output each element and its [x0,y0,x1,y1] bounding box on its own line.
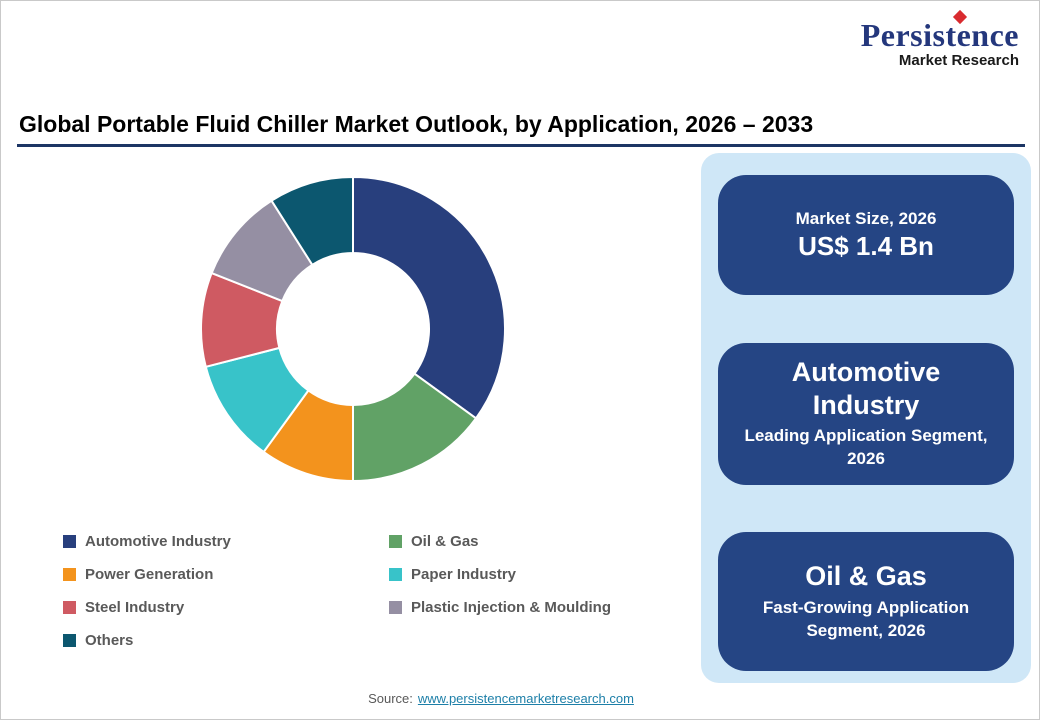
legend-swatch-icon [63,601,76,614]
legend-column-2: Oil & Gas Paper Industry Plastic Injection… [389,525,611,657]
legend-label: Others [85,632,134,649]
legend-label: Oil & Gas [411,533,479,550]
legend-item-others: Others [63,624,389,657]
highlights-panel: Market Size, 2026 US$ 1.4 Bn Automotive … [701,153,1031,683]
legend-label: Power Generation [85,566,214,583]
donut-segment-automotive-industry [352,176,506,420]
market-size-card: Market Size, 2026 US$ 1.4 Bn [718,175,1014,295]
donut-chart [200,176,506,482]
legend-item-steel-industry: Steel Industry [63,591,389,624]
logo-subtitle: Market Research [898,52,1019,69]
source-label: Source: [368,691,413,706]
donut-segment-others [270,176,354,266]
legend-swatch-icon [63,535,76,548]
legend-swatch-icon [389,535,402,548]
legend-swatch-icon [389,601,402,614]
legend-item-paper-industry: Paper Industry [389,558,611,591]
legend-label: Automotive Industry [85,533,231,550]
pmr-logo: Persistence Market Research [860,9,1019,69]
leading-segment-title: Automotive Industry [791,357,941,420]
legend-item-oil-gas: Oil & Gas [389,525,611,558]
leading-segment-card: Automotive Industry Leading Application … [718,342,1014,485]
legend-label: Paper Industry [411,566,517,583]
logo-wordmark: Persistence [860,17,1019,53]
legend-swatch-icon [63,634,76,647]
fast-growing-segment-card: Oil & Gas Fast-Growing Application Segme… [718,532,1014,671]
source-line: Source: www.persistencemarketresearch.com [1,691,1001,706]
title-underline [17,144,1025,147]
market-size-value: US$ 1.4 Bn [798,230,934,261]
legend-item-power-generation: Power Generation [63,558,389,591]
chart-legend: Automotive Industry Power Generation Steel… [63,525,683,657]
legend-label: Plastic Injection & Moulding [411,599,612,616]
source-link[interactable]: www.persistencemarketresearch.com [417,691,634,706]
fast-growing-segment-subtitle: Fast-Growing Application Segment, 2026 [762,597,970,640]
legend-swatch-icon [63,568,76,581]
legend-item-automotive-industry: Automotive Industry [63,525,389,558]
fast-growing-segment-title: Oil & Gas [805,561,927,592]
leading-segment-subtitle: Leading Application Segment, 2026 [744,425,988,468]
market-size-label: Market Size, 2026 [795,208,937,228]
legend-label: Steel Industry [85,599,185,616]
page-title: Global Portable Fluid Chiller Market Out… [19,111,814,137]
legend-item-plastic-injection-moulding: Plastic Injection & Moulding [389,591,611,624]
legend-swatch-icon [389,568,402,581]
legend-column-1: Automotive Industry Power Generation Steel… [63,525,389,657]
